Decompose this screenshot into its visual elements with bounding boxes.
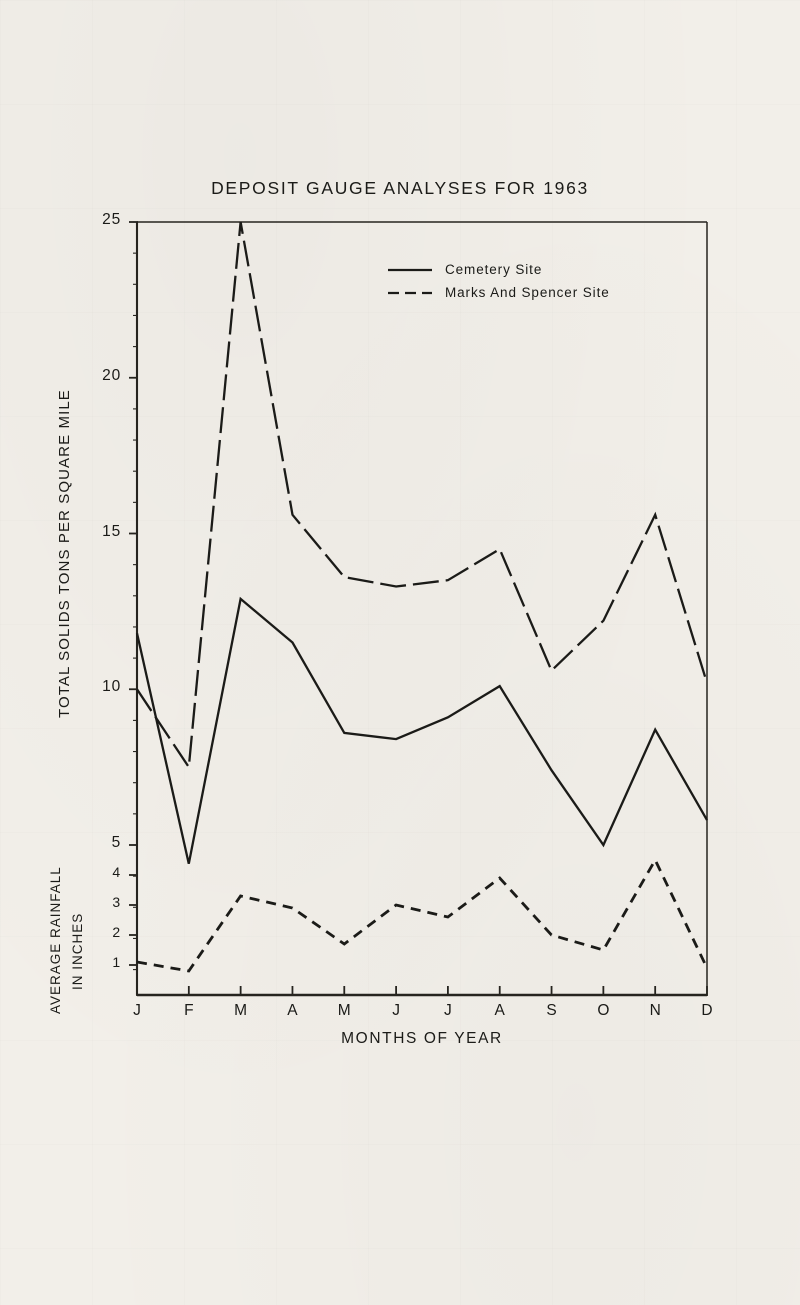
legend-label-dashed: Marks And Spencer Site <box>445 285 610 300</box>
x-tick-label-march: M <box>234 1002 248 1019</box>
chart-title: DEPOSIT GAUGE ANALYSES FOR 1963 <box>211 178 589 198</box>
x-tick-label-april: A <box>287 1002 298 1019</box>
y-tick-label-2: 2 <box>112 924 121 940</box>
x-tick-label-december: D <box>701 1002 713 1019</box>
y-tick-label-5: 5 <box>111 834 121 851</box>
y-axis-tick-marks <box>129 221 138 971</box>
y-tick-label-4: 4 <box>112 864 121 880</box>
x-tick-label-may: M <box>337 1002 351 1019</box>
series-line-average-rainfall <box>136 856 709 973</box>
x-tick-label-october: O <box>597 1002 610 1019</box>
x-tick-label-november: N <box>649 1002 661 1019</box>
x-tick-label-august: A <box>494 1002 505 1019</box>
x-tick-label-september: S <box>546 1002 557 1019</box>
x-axis-title: MONTHS OF YEAR <box>341 1030 503 1047</box>
y-tick-label-25: 25 <box>102 211 121 228</box>
y-tick-label-3: 3 <box>112 894 121 910</box>
legend-swatches <box>388 268 432 295</box>
series-line-marks-and-spencer-site <box>136 221 709 771</box>
x-tick-label-february: F <box>184 1002 194 1019</box>
y-tick-label-1: 1 <box>112 954 121 970</box>
y-tick-label-20: 20 <box>102 366 121 384</box>
x-axis-tick-marks <box>136 986 708 996</box>
plot-frame <box>135 221 708 997</box>
y-tick-label-10: 10 <box>102 678 121 696</box>
legend-label-solid: Cemetery Site <box>445 262 543 277</box>
y-tick-label-15: 15 <box>102 522 121 540</box>
x-tick-label-june: J <box>392 1002 400 1019</box>
x-tick-label-january: J <box>133 1002 141 1019</box>
series-line-cemetery-site <box>135 596 708 864</box>
x-tick-label-july: J <box>444 1002 452 1019</box>
